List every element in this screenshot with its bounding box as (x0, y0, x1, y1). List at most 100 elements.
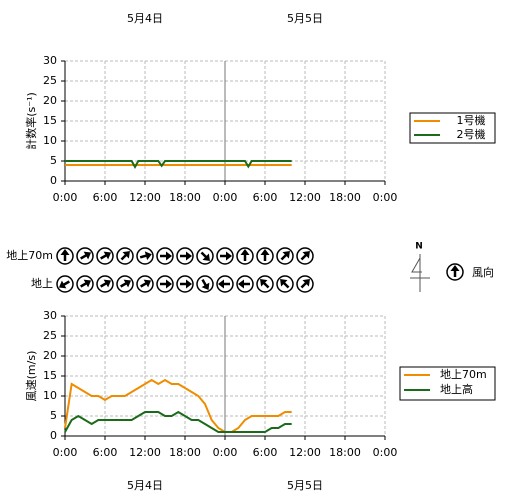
x-tick-label: 0:00 (373, 446, 398, 459)
wind-arrow (180, 251, 192, 261)
arrow-shaft (120, 253, 128, 261)
x-tick-label: 18:00 (169, 191, 201, 204)
wind-arrow (260, 279, 270, 289)
wind-arrow (100, 251, 112, 260)
legend-label: 地上高 (440, 382, 473, 396)
wind-arrow (300, 251, 310, 261)
date-label: 5月5日 (287, 12, 323, 25)
arrow-head (103, 251, 112, 260)
arrow-head (122, 251, 130, 259)
wind-arrow (140, 279, 152, 288)
x-tick-label: 18:00 (169, 446, 201, 459)
date-label: 5月5日 (287, 479, 323, 492)
x-tick-label: 6:00 (253, 191, 278, 204)
arrow-head (302, 251, 310, 259)
arrow-head (83, 279, 92, 288)
y-tick-label: 25 (43, 329, 57, 342)
data-line (64, 378, 292, 433)
legend (409, 112, 496, 144)
arrow-head (302, 279, 310, 287)
wind-arrow (180, 279, 192, 289)
x-tick-label: 0:00 (373, 191, 398, 204)
y-tick-label: 30 (43, 54, 57, 67)
arrow-head (144, 251, 152, 261)
arrow-shaft (80, 253, 88, 260)
y-tick-label: 30 (43, 309, 57, 322)
wind-arrow (120, 251, 130, 261)
arrow-shaft (120, 281, 128, 288)
y-tick-label: 0 (50, 174, 57, 187)
y-tick-label: 15 (43, 369, 57, 382)
arrow-shaft (200, 251, 208, 259)
x-tick-label: 18:00 (329, 191, 361, 204)
arrow-head (166, 279, 172, 289)
y-tick-label: 5 (50, 409, 57, 422)
legend-label: 地上70m (440, 368, 487, 381)
wind-legend-label: 風向 (472, 265, 494, 279)
wind-arrow (220, 251, 232, 261)
y-tick-label: 5 (50, 154, 57, 167)
x-tick-label: 0:00 (213, 191, 238, 204)
data-line (64, 410, 292, 433)
arrow-shaft (100, 253, 108, 260)
legend-label: 2号機 (457, 127, 486, 141)
x-tick-label: 0:00 (213, 446, 238, 459)
arrow-head (201, 282, 210, 291)
x-tick-label: 18:00 (329, 446, 361, 459)
wind-arrow (238, 279, 250, 289)
wind-arrow (200, 251, 210, 261)
arrow-shaft (282, 281, 290, 289)
wind-arrow (160, 251, 172, 261)
y-tick-label: 10 (43, 389, 57, 402)
wind-arrow (139, 251, 152, 261)
wind-arrow (58, 280, 70, 289)
x-tick-label: 6:00 (253, 446, 278, 459)
data-line (65, 160, 292, 170)
arrow-head (218, 279, 224, 289)
arrow-head (103, 279, 112, 288)
arrow-head (186, 279, 192, 289)
compass (410, 254, 430, 292)
arrow-shaft (140, 281, 148, 288)
arrow-head (166, 251, 172, 261)
x-tick-label: 0:00 (53, 446, 78, 459)
arrow-head (282, 251, 290, 259)
wind-arrow (120, 279, 132, 288)
arrow-head (202, 253, 210, 261)
wind-arrow (300, 279, 310, 289)
arrow-head (83, 251, 92, 260)
arrow-head (58, 280, 67, 289)
row-label: 地上70m (6, 249, 53, 262)
arrow-shaft (201, 279, 208, 287)
wind-arrow (160, 279, 172, 289)
arrow-head (238, 279, 244, 289)
arrow-head (450, 265, 460, 271)
arrow-shaft (262, 281, 270, 289)
arrow-shaft (280, 253, 288, 261)
y-tick-label: 20 (43, 94, 57, 107)
y-tick-label: 25 (43, 74, 57, 87)
x-tick-label: 12:00 (129, 446, 161, 459)
wind-arrow (218, 279, 230, 289)
arrow-head (186, 251, 192, 261)
arrow-head (240, 249, 250, 255)
arrow-shaft (300, 281, 308, 289)
x-tick-label: 12:00 (289, 446, 321, 459)
arrow-head (143, 279, 152, 288)
arrow-head (280, 279, 288, 287)
y-tick-label: 0 (50, 429, 57, 442)
arrow-head (60, 249, 70, 255)
y-tick-label: 10 (43, 134, 57, 147)
arrow-head (260, 249, 270, 255)
x-tick-label: 6:00 (93, 446, 118, 459)
wind-arrow (80, 279, 92, 288)
x-tick-label: 6:00 (93, 191, 118, 204)
y-tick-label: 20 (43, 349, 57, 362)
arrow-head (260, 279, 268, 287)
x-tick-label: 12:00 (129, 191, 161, 204)
wind-arrow (201, 279, 210, 291)
legend-label: 1号機 (457, 113, 486, 127)
wind-arrow (280, 251, 290, 261)
y-axis-label: 計数率(s⁻¹) (24, 92, 38, 150)
